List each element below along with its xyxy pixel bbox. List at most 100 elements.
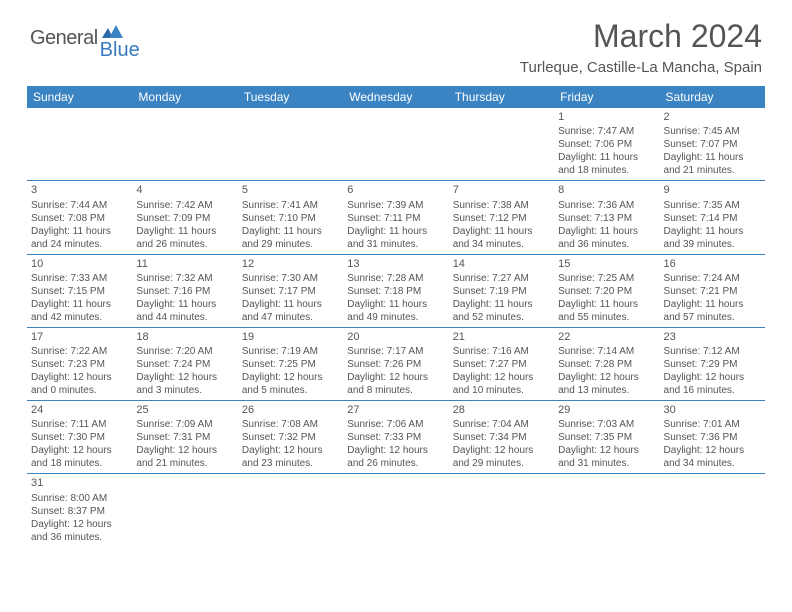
day-header: Thursday	[449, 86, 554, 108]
day-number: 22	[558, 330, 655, 344]
day-number: 28	[453, 403, 550, 417]
day-sunrise: Sunrise: 7:47 AM	[558, 125, 655, 138]
day-sunrise: Sunrise: 7:22 AM	[31, 345, 128, 358]
day-day2: and 3 minutes.	[136, 384, 233, 397]
day-day1: Daylight: 12 hours	[31, 444, 128, 457]
day-number: 30	[664, 403, 761, 417]
day-day2: and 36 minutes.	[31, 531, 128, 544]
day-day2: and 57 minutes.	[664, 311, 761, 324]
day-day1: Daylight: 12 hours	[453, 444, 550, 457]
day-day1: Daylight: 11 hours	[242, 225, 339, 238]
day-day2: and 26 minutes.	[347, 457, 444, 470]
calendar-cell: 6Sunrise: 7:39 AMSunset: 7:11 PMDaylight…	[343, 181, 448, 254]
calendar-row: 31Sunrise: 8:00 AMSunset: 8:37 PMDayligh…	[27, 474, 765, 547]
calendar-cell: 9 Sunrise: 7:35 AMSunset: 7:14 PMDaylight…	[660, 181, 765, 254]
day-number: 5	[242, 183, 339, 197]
day-sunrise: Sunrise: 7:44 AM	[31, 199, 128, 212]
calendar-cell	[238, 474, 343, 547]
calendar-cell: 14Sunrise: 7:27 AMSunset: 7:19 PMDayligh…	[449, 254, 554, 327]
day-day1: Daylight: 11 hours	[136, 298, 233, 311]
day-day1: Daylight: 11 hours	[558, 151, 655, 164]
day-number: 27	[347, 403, 444, 417]
day-sunrise: Sunrise: 7:20 AM	[136, 345, 233, 358]
day-number: 11	[136, 257, 233, 271]
day-day1: Daylight: 12 hours	[242, 371, 339, 384]
calendar-row: 3Sunrise: 7:44 AMSunset: 7:08 PMDaylight…	[27, 181, 765, 254]
day-sunset: Sunset: 7:14 PM	[664, 212, 761, 225]
day-sunset: Sunset: 7:19 PM	[453, 285, 550, 298]
day-day2: and 5 minutes.	[242, 384, 339, 397]
day-day1: Daylight: 12 hours	[31, 371, 128, 384]
day-number: 9	[664, 183, 761, 197]
day-sunrise: Sunrise: 7:39 AM	[347, 199, 444, 212]
day-sunset: Sunset: 7:13 PM	[558, 212, 655, 225]
day-sunrise: Sunrise: 7:42 AM	[136, 199, 233, 212]
day-day2: and 34 minutes.	[664, 457, 761, 470]
day-number: 19	[242, 330, 339, 344]
day-number: 25	[136, 403, 233, 417]
day-sunset: Sunset: 7:17 PM	[242, 285, 339, 298]
calendar-cell	[132, 108, 237, 181]
calendar-cell: 17Sunrise: 7:22 AMSunset: 7:23 PMDayligh…	[27, 327, 132, 400]
day-sunrise: Sunrise: 7:17 AM	[347, 345, 444, 358]
day-day1: Daylight: 11 hours	[242, 298, 339, 311]
day-day2: and 29 minutes.	[242, 238, 339, 251]
day-sunrise: Sunrise: 7:35 AM	[664, 199, 761, 212]
day-day1: Daylight: 12 hours	[558, 444, 655, 457]
day-number: 20	[347, 330, 444, 344]
day-sunset: Sunset: 7:33 PM	[347, 431, 444, 444]
day-sunset: Sunset: 7:30 PM	[31, 431, 128, 444]
day-header: Tuesday	[238, 86, 343, 108]
calendar-cell: 22Sunrise: 7:14 AMSunset: 7:28 PMDayligh…	[554, 327, 659, 400]
day-sunset: Sunset: 7:18 PM	[347, 285, 444, 298]
day-number: 26	[242, 403, 339, 417]
calendar-cell	[660, 474, 765, 547]
day-day1: Daylight: 12 hours	[31, 518, 128, 531]
day-number: 2	[664, 110, 761, 124]
day-sunrise: Sunrise: 7:01 AM	[664, 418, 761, 431]
calendar-cell: 18Sunrise: 7:20 AMSunset: 7:24 PMDayligh…	[132, 327, 237, 400]
calendar-row: 10Sunrise: 7:33 AMSunset: 7:15 PMDayligh…	[27, 254, 765, 327]
calendar-cell: 19Sunrise: 7:19 AMSunset: 7:25 PMDayligh…	[238, 327, 343, 400]
logo-text-general: General	[30, 27, 98, 50]
day-day2: and 47 minutes.	[242, 311, 339, 324]
calendar-cell: 25Sunrise: 7:09 AMSunset: 7:31 PMDayligh…	[132, 401, 237, 474]
day-number: 10	[31, 257, 128, 271]
calendar-cell	[343, 108, 448, 181]
day-day2: and 26 minutes.	[136, 238, 233, 251]
day-day1: Daylight: 12 hours	[136, 371, 233, 384]
calendar-cell: 8Sunrise: 7:36 AMSunset: 7:13 PMDaylight…	[554, 181, 659, 254]
day-number: 14	[453, 257, 550, 271]
calendar-cell	[449, 108, 554, 181]
day-day1: Daylight: 11 hours	[31, 225, 128, 238]
day-sunrise: Sunrise: 7:12 AM	[664, 345, 761, 358]
calendar-row: 24Sunrise: 7:11 AMSunset: 7:30 PMDayligh…	[27, 401, 765, 474]
day-number: 8	[558, 183, 655, 197]
calendar-cell: 16Sunrise: 7:24 AMSunset: 7:21 PMDayligh…	[660, 254, 765, 327]
day-day2: and 21 minutes.	[136, 457, 233, 470]
day-sunrise: Sunrise: 7:38 AM	[453, 199, 550, 212]
day-day1: Daylight: 12 hours	[664, 444, 761, 457]
day-sunrise: Sunrise: 7:19 AM	[242, 345, 339, 358]
calendar-cell: 24Sunrise: 7:11 AMSunset: 7:30 PMDayligh…	[27, 401, 132, 474]
day-day2: and 18 minutes.	[31, 457, 128, 470]
day-sunrise: Sunrise: 7:27 AM	[453, 272, 550, 285]
day-sunrise: Sunrise: 7:16 AM	[453, 345, 550, 358]
calendar-cell	[132, 474, 237, 547]
calendar-cell: 26Sunrise: 7:08 AMSunset: 7:32 PMDayligh…	[238, 401, 343, 474]
calendar-cell: 31Sunrise: 8:00 AMSunset: 8:37 PMDayligh…	[27, 474, 132, 547]
day-day2: and 18 minutes.	[558, 164, 655, 177]
calendar-cell: 28Sunrise: 7:04 AMSunset: 7:34 PMDayligh…	[449, 401, 554, 474]
day-day1: Daylight: 12 hours	[558, 371, 655, 384]
day-sunrise: Sunrise: 8:00 AM	[31, 492, 128, 505]
calendar-cell: 23Sunrise: 7:12 AMSunset: 7:29 PMDayligh…	[660, 327, 765, 400]
title-block: March 2024 Turleque, Castille-La Mancha,…	[520, 18, 762, 76]
day-number: 6	[347, 183, 444, 197]
day-day1: Daylight: 11 hours	[664, 225, 761, 238]
calendar-cell: 29Sunrise: 7:03 AMSunset: 7:35 PMDayligh…	[554, 401, 659, 474]
day-sunset: Sunset: 8:37 PM	[31, 505, 128, 518]
day-day2: and 55 minutes.	[558, 311, 655, 324]
calendar-cell	[27, 108, 132, 181]
day-sunset: Sunset: 7:26 PM	[347, 358, 444, 371]
day-number: 3	[31, 183, 128, 197]
